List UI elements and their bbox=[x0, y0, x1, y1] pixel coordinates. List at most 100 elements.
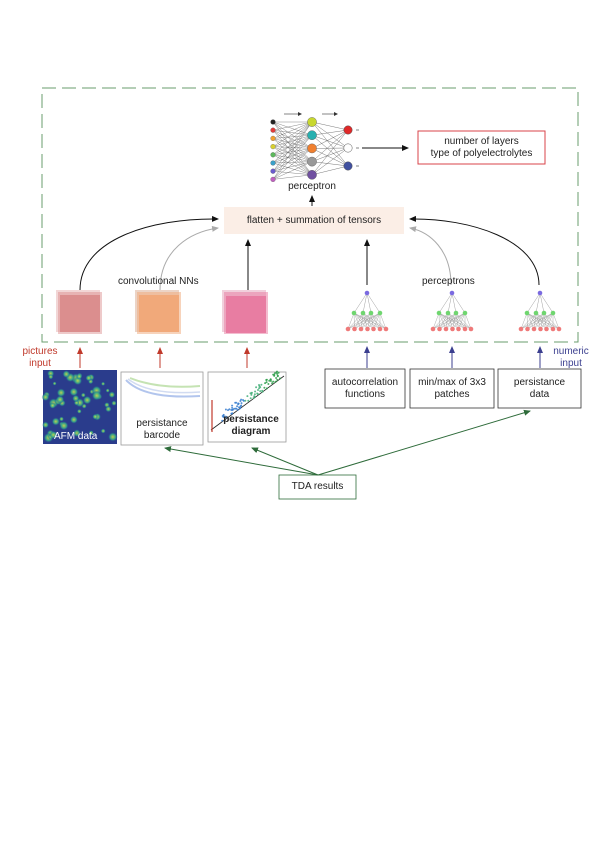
tree-bottom-neuron bbox=[377, 326, 383, 332]
tree-top-neuron bbox=[537, 290, 543, 296]
arrow-cnn-left bbox=[79, 215, 219, 291]
diagram-word-2: diagram bbox=[231, 426, 271, 437]
tree-bottom-neuron bbox=[430, 326, 436, 332]
output-neuron bbox=[343, 125, 353, 135]
tree-mid-neuron bbox=[351, 310, 357, 316]
persdata-line-1: persistance bbox=[513, 376, 566, 388]
autocorr-line-2: functions bbox=[344, 388, 386, 400]
pictures-input-word: input bbox=[29, 358, 51, 369]
tree-bottom-neuron bbox=[365, 326, 370, 332]
persistence-diagram-image bbox=[207, 370, 287, 443]
pictures-word: pictures bbox=[22, 346, 58, 357]
tree-mid-neuron bbox=[462, 310, 468, 316]
barcode-image bbox=[120, 371, 204, 446]
minmax-line-2: patches bbox=[434, 388, 470, 400]
tree-mid-neuron bbox=[541, 310, 547, 316]
tree-bottom-neuron bbox=[437, 326, 442, 332]
tree-mid-neuron bbox=[550, 310, 556, 316]
diagram-label: persistance diagram bbox=[216, 414, 286, 438]
input-neuron bbox=[270, 160, 276, 166]
arrow-perc-mid bbox=[409, 226, 452, 286]
tree-bottom-neuron bbox=[544, 326, 549, 332]
tree-mid-neuron bbox=[524, 310, 530, 316]
combine-label: flatten + summation of tensors bbox=[246, 214, 382, 226]
perceptron-label: perceptron bbox=[288, 181, 336, 192]
tree-bottom-neuron bbox=[443, 326, 449, 332]
tree-bottom-neuron bbox=[462, 326, 468, 332]
combine-box bbox=[224, 207, 404, 234]
input-neuron bbox=[270, 152, 276, 158]
input-neuron bbox=[270, 168, 276, 174]
barcode-word-2: barcode bbox=[143, 430, 181, 441]
tree-bottom-neuron bbox=[468, 326, 474, 332]
cnn-label: convolutional NNs bbox=[118, 276, 199, 287]
tree-bottom-neuron bbox=[525, 326, 530, 332]
input-neuron bbox=[270, 176, 276, 182]
input-neuron bbox=[270, 135, 276, 141]
tree-bottom-neuron bbox=[518, 326, 524, 332]
arrow-tda-persdata bbox=[317, 409, 531, 476]
hidden-neuron bbox=[307, 117, 317, 127]
perceptron-tree-mid bbox=[430, 290, 474, 332]
arrow-cnn-mid bbox=[159, 225, 219, 291]
cnn-block-right bbox=[222, 290, 268, 334]
tree-top-neuron bbox=[364, 290, 370, 296]
perceptron-tree-right bbox=[518, 290, 562, 332]
autocorr-line-1: autocorrelation bbox=[331, 376, 399, 388]
tree-bottom-neuron bbox=[538, 326, 543, 332]
tree-bottom-neuron bbox=[456, 326, 461, 332]
minmax-box bbox=[409, 368, 495, 409]
tree-bottom-neuron bbox=[556, 326, 562, 332]
output-box bbox=[417, 130, 546, 165]
input-neuron bbox=[270, 144, 276, 150]
cnn-block-mid bbox=[135, 290, 181, 334]
barcode-label: persistance barcode bbox=[121, 418, 203, 442]
hidden-neuron bbox=[307, 130, 317, 140]
tree-bottom-neuron bbox=[383, 326, 389, 332]
autocorr-label: autocorrelation functions bbox=[325, 369, 405, 408]
tree-bottom-neuron bbox=[450, 326, 455, 332]
persdata-label: persistance data bbox=[498, 369, 581, 408]
hidden-neuron bbox=[307, 143, 317, 154]
hidden-neuron bbox=[307, 169, 317, 180]
numeric-word: numeric bbox=[553, 346, 589, 357]
tda-label: TDA results bbox=[291, 481, 344, 492]
diagram-word-1: persistance bbox=[223, 414, 279, 425]
tree-bottom-neuron bbox=[371, 326, 376, 332]
minmax-line-1: min/max of 3x3 bbox=[418, 376, 486, 388]
tree-bottom-neuron bbox=[550, 326, 556, 332]
input-neuron bbox=[270, 127, 276, 133]
model-border bbox=[41, 87, 579, 343]
numeric-input-label: numeric input bbox=[548, 346, 594, 370]
cnn-block-left bbox=[56, 290, 102, 334]
top-perceptron-network bbox=[270, 112, 359, 182]
tree-bottom-neuron bbox=[531, 326, 537, 332]
pictures-input-label: pictures input bbox=[14, 346, 66, 370]
afm-label: AFM data bbox=[54, 431, 98, 442]
minmax-label: min/max of 3x3 patches bbox=[410, 369, 494, 408]
tree-mid-neuron bbox=[360, 310, 366, 316]
autocorr-box bbox=[324, 368, 406, 409]
tree-bottom-neuron bbox=[345, 326, 351, 332]
output-line-type: type of polyelectrolytes bbox=[430, 147, 533, 159]
afm-image bbox=[41, 369, 118, 444]
tree-mid-neuron bbox=[533, 310, 539, 316]
persdata-line-2: data bbox=[529, 388, 550, 400]
tree-mid-neuron bbox=[445, 310, 451, 316]
numeric-input-word: input bbox=[560, 358, 582, 369]
barcode-word-1: persistance bbox=[136, 418, 188, 429]
arrow-tda-diagram bbox=[251, 447, 319, 476]
hidden-neuron bbox=[307, 156, 317, 167]
output-line-layers: number of layers bbox=[444, 135, 519, 147]
perceptrons-label: perceptrons bbox=[422, 276, 475, 287]
tree-bottom-neuron bbox=[352, 326, 357, 332]
tree-bottom-neuron bbox=[358, 326, 364, 332]
input-neuron bbox=[270, 119, 276, 125]
tree-mid-neuron bbox=[436, 310, 442, 316]
output-neuron bbox=[343, 161, 353, 171]
arrow-tda-barcode bbox=[164, 446, 319, 476]
output-text: number of layers type of polyelectrolyte… bbox=[418, 131, 545, 164]
output-neuron bbox=[343, 143, 353, 153]
tree-mid-neuron bbox=[377, 310, 383, 316]
